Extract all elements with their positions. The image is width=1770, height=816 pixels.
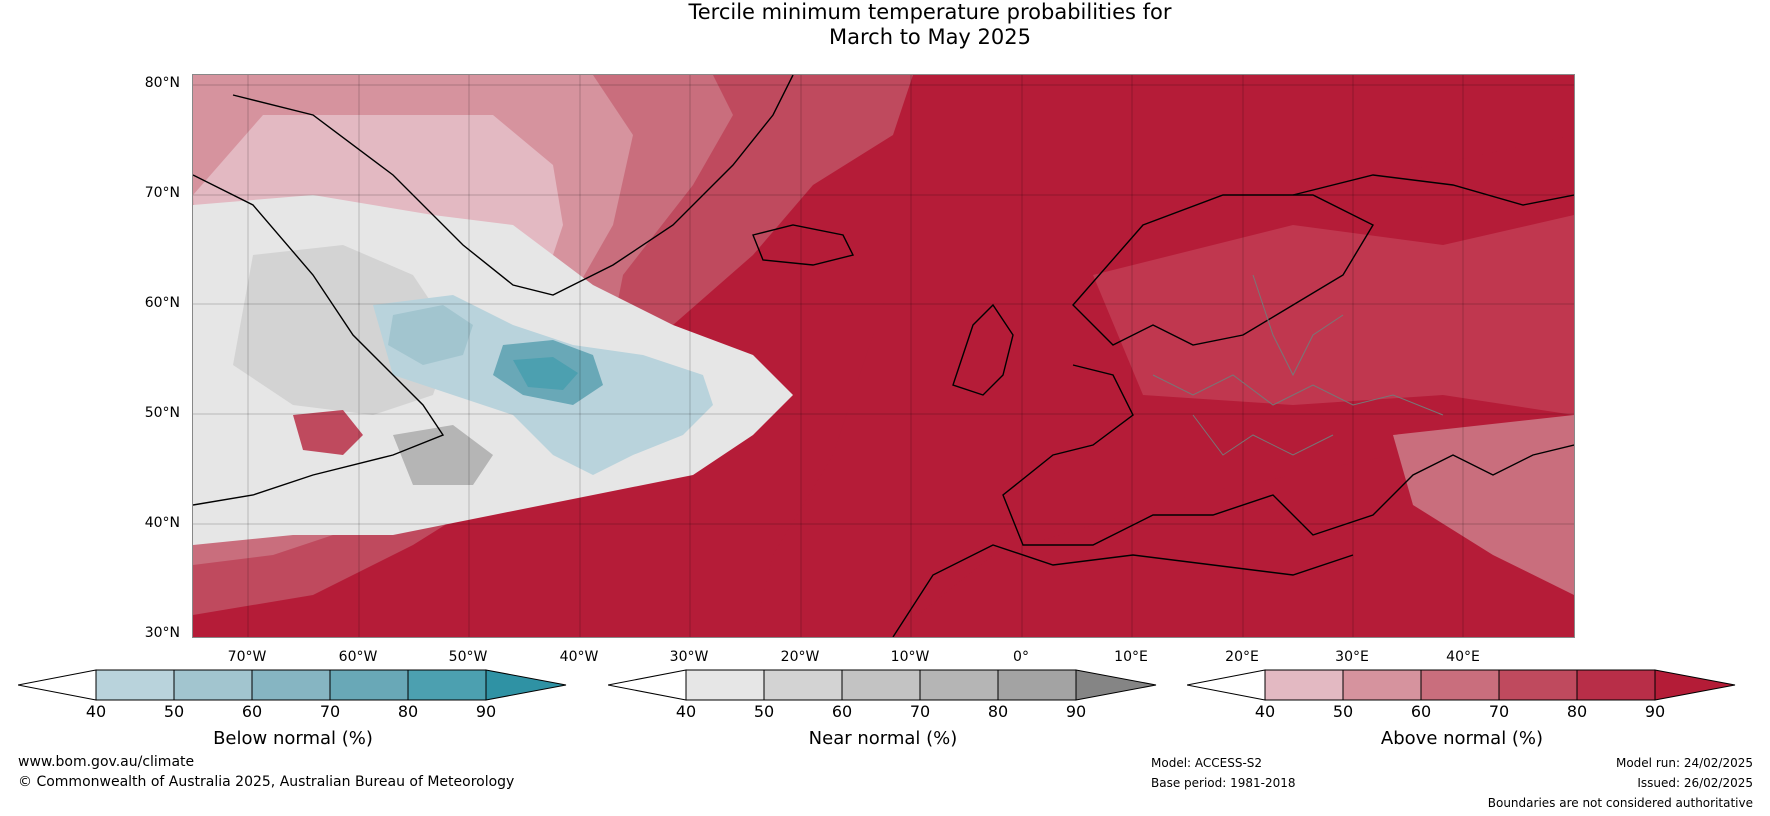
russia-north-coast bbox=[1292, 174, 1574, 206]
below-normal-80-region bbox=[513, 357, 578, 390]
lat-label-70n: 70°N bbox=[144, 185, 180, 201]
lon-label-20w: 20°W bbox=[780, 649, 820, 665]
tick-label: 70 bbox=[319, 702, 341, 721]
tick-label: 50 bbox=[163, 702, 185, 721]
tick-label: 80 bbox=[1566, 702, 1588, 721]
lat-label-30n: 30°N bbox=[144, 625, 180, 641]
tick-label: 90 bbox=[475, 702, 497, 721]
tick-label: 40 bbox=[1254, 702, 1276, 721]
above-patch-canada bbox=[293, 410, 363, 455]
europe-coast bbox=[1002, 364, 1574, 546]
tick-label: 90 bbox=[1065, 702, 1087, 721]
colorbar-above-normal-label: Above normal (%) bbox=[1380, 728, 1544, 749]
lon-label-30w: 30°W bbox=[669, 649, 709, 665]
colorbar-below-normal-label: Below normal (%) bbox=[213, 728, 373, 749]
canada-coast bbox=[193, 174, 445, 506]
lon-label-40e: 40°E bbox=[1446, 649, 1480, 665]
colorbar-above-normal bbox=[1187, 669, 1736, 701]
tick-label: 80 bbox=[397, 702, 419, 721]
lon-label-10e: 10°E bbox=[1114, 649, 1148, 665]
lon-label-0: 0° bbox=[1013, 649, 1029, 665]
disclaimer-text: Boundaries are not considered authoritat… bbox=[1487, 796, 1753, 810]
copyright-text: © Commonwealth of Australia 2025, Austra… bbox=[18, 774, 515, 790]
middle-east-light-region bbox=[1393, 415, 1574, 595]
europe-lighter-region bbox=[1093, 215, 1574, 415]
below-normal-50-region bbox=[388, 305, 473, 365]
probability-map bbox=[192, 74, 1575, 638]
africa-coast bbox=[892, 544, 1354, 637]
lon-label-30e: 30°E bbox=[1335, 649, 1369, 665]
tick-label: 50 bbox=[1332, 702, 1354, 721]
lon-label-50w: 50°W bbox=[448, 649, 488, 665]
chart-title: Tercile minimum temperature probabilitie… bbox=[0, 0, 1770, 50]
lon-label-60w: 60°W bbox=[338, 649, 378, 665]
tick-label: 60 bbox=[831, 702, 853, 721]
model-text: Model: ACCESS-S2 bbox=[1151, 756, 1263, 770]
lon-label-10w: 10°W bbox=[890, 649, 930, 665]
map-svg bbox=[193, 75, 1574, 637]
tick-label: 80 bbox=[987, 702, 1009, 721]
iceland-coast bbox=[752, 224, 855, 266]
title-line-1: Tercile minimum temperature probabilitie… bbox=[688, 0, 1172, 24]
base-period-text: Base period: 1981-2018 bbox=[1151, 776, 1296, 790]
title-line-2: March to May 2025 bbox=[829, 25, 1031, 49]
coastlines bbox=[193, 75, 1574, 637]
lat-label-50n: 50°N bbox=[144, 405, 180, 421]
lon-label-20e: 20°E bbox=[1225, 649, 1259, 665]
greenland-coast bbox=[232, 75, 794, 296]
lat-label-80n: 80°N bbox=[144, 75, 180, 91]
issued-text: Issued: 26/02/2025 bbox=[1637, 776, 1753, 790]
colorbar-near-normal-label: Near normal (%) bbox=[808, 728, 958, 749]
uk-coast bbox=[952, 303, 1014, 396]
near-normal-dark-patch bbox=[393, 425, 493, 485]
lat-label-40n: 40°N bbox=[144, 515, 180, 531]
website-link[interactable]: www.bom.gov.au/climate bbox=[18, 754, 195, 770]
tick-label: 40 bbox=[85, 702, 107, 721]
tick-label: 50 bbox=[753, 702, 775, 721]
lon-label-70w: 70°W bbox=[227, 649, 267, 665]
lon-label-40w: 40°W bbox=[559, 649, 599, 665]
tick-label: 60 bbox=[1410, 702, 1432, 721]
tick-label: 60 bbox=[241, 702, 263, 721]
model-run-text: Model run: 24/02/2025 bbox=[1615, 756, 1753, 770]
country-borders bbox=[1152, 274, 1444, 456]
colorbar-near-normal bbox=[608, 669, 1157, 701]
tick-label: 70 bbox=[909, 702, 931, 721]
scandinavia-coast bbox=[1072, 194, 1374, 346]
tick-label: 70 bbox=[1488, 702, 1510, 721]
tick-label: 40 bbox=[675, 702, 697, 721]
tick-label: 90 bbox=[1644, 702, 1666, 721]
colorbar-below-normal bbox=[18, 669, 567, 701]
lat-label-60n: 60°N bbox=[144, 295, 180, 311]
